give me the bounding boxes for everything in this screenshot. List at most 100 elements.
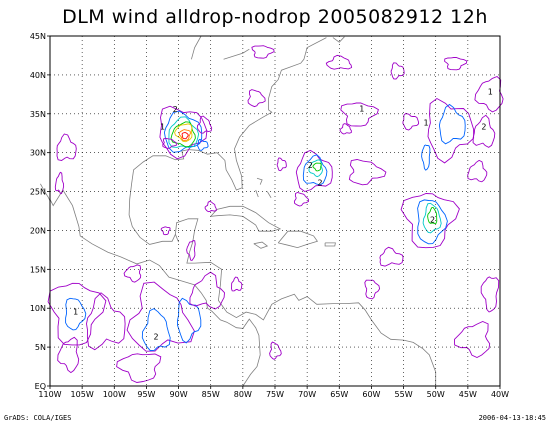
grid-layer (50, 36, 500, 386)
wind-contour (168, 116, 200, 149)
wind-contour (126, 281, 195, 352)
coastline (223, 48, 250, 60)
coastline (266, 191, 272, 199)
contour-label: 1 (424, 118, 429, 127)
wind-contour (348, 159, 387, 186)
wind-contour (163, 110, 203, 153)
wind-contour (231, 276, 243, 292)
wind-contour (421, 144, 431, 171)
wind-contour (116, 353, 162, 383)
y-tick-label: 35N (30, 110, 46, 119)
wind-contour (438, 103, 466, 145)
wind-contour (204, 200, 217, 213)
coastline-layer (40, 35, 437, 387)
x-axis-ticks: 110W 105W 100W 95W 90W 85W 80W 75W 70W 65W 60W 55W 5… (38, 386, 509, 399)
y-tick-label: 20N (30, 226, 46, 235)
wind-contour (444, 56, 468, 71)
wind-contour (276, 157, 287, 172)
x-tick-label: 60W (362, 390, 380, 399)
wind-contour (56, 133, 77, 161)
wind-contour (251, 45, 275, 59)
wind-contour (340, 102, 379, 127)
coastline (175, 234, 179, 243)
coastline (253, 241, 269, 249)
y-tick-label: 10N (30, 304, 46, 313)
contour-label: 2 (173, 105, 178, 114)
wind-contour (467, 159, 488, 183)
wind-contour (54, 171, 65, 195)
contour-label: 2 (430, 216, 435, 225)
wind-contour (427, 97, 475, 164)
wind-contour (269, 341, 282, 360)
x-tick-label: 50W (427, 390, 445, 399)
coastline (40, 183, 51, 202)
contour-label: 1 (488, 87, 493, 96)
y-tick-label: 40N (30, 71, 46, 80)
wind-contour (339, 123, 352, 135)
wind-contour (427, 207, 438, 225)
footer-credit: GrADS: COLA/IGES (4, 414, 72, 422)
wind-contour (174, 123, 193, 143)
map-title: DLM wind alldrop-nodrop 2005082912 12h (62, 6, 488, 28)
coastline (255, 189, 259, 198)
y-tick-label: 25N (30, 188, 46, 197)
wind-contour (160, 226, 171, 236)
wind-contour (162, 137, 178, 149)
wind-contour (186, 240, 196, 261)
x-tick-label: 55W (395, 390, 413, 399)
wind-contour (454, 321, 491, 359)
y-tick-label: 45N (30, 32, 46, 41)
wind-contour (364, 279, 381, 300)
wind-contour (141, 308, 171, 352)
x-tick-label: 40W (491, 390, 509, 399)
contour-label: 1 (160, 122, 165, 131)
coastline (210, 205, 282, 232)
wind-contour (86, 292, 126, 351)
contour-label: 2 (154, 332, 159, 341)
wind-contour (181, 132, 189, 140)
coastline (128, 37, 437, 386)
x-tick-label: 65W (330, 390, 348, 399)
wind-contour (379, 246, 404, 267)
x-tick-label: 70W (298, 390, 316, 399)
wind-contour (197, 138, 209, 151)
contour-label: 2 (308, 161, 313, 170)
wind-contour (422, 202, 442, 234)
wind-contour (196, 115, 213, 134)
wind-contour (189, 271, 225, 310)
wind-contour (123, 264, 142, 283)
x-tick-label: 85W (202, 390, 220, 399)
y-tick-label: EQ (35, 382, 46, 391)
y-tick-label: 15N (30, 265, 46, 274)
coastline (332, 36, 345, 43)
wind-contour (308, 159, 323, 178)
x-tick-label: 75W (266, 390, 284, 399)
wind-contour (472, 114, 496, 148)
footer-timestamp: 2006-04-13-18:45 (478, 414, 546, 422)
x-tick-label: 45W (459, 390, 477, 399)
coastline (324, 242, 336, 247)
wind-contour (325, 54, 353, 70)
wind-contour (480, 276, 500, 313)
wind-contour (474, 75, 504, 113)
wind-contour (302, 154, 328, 186)
contour-label: 1 (73, 307, 78, 316)
wind-contour (390, 62, 405, 80)
coastline (49, 189, 261, 387)
x-tick-label: 90W (170, 390, 188, 399)
wind-contour (57, 336, 80, 374)
x-tick-label: 105W (71, 390, 94, 399)
wind-contour (402, 112, 420, 131)
y-axis-ticks: EQ 5N 10N 15N 20N 25N 30N 35N 40N 45N (30, 32, 50, 391)
wind-contour (293, 192, 309, 207)
contour-label: 2 (317, 178, 322, 187)
wind-contour (400, 193, 460, 249)
wind-contour (417, 199, 448, 245)
x-tick-label: 100W (103, 390, 126, 399)
wind-contour (312, 162, 322, 172)
wind-contour (65, 297, 87, 331)
x-tick-label: 110W (38, 390, 61, 399)
wind-contour (178, 129, 191, 142)
